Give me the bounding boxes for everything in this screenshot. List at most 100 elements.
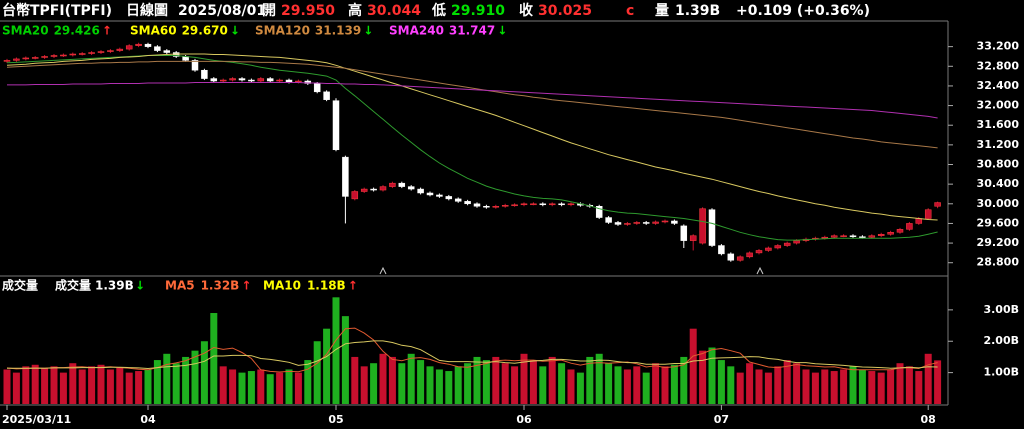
candle-body [107, 50, 114, 52]
volume-bar [464, 363, 472, 404]
volume-arrow: ↓ [135, 279, 145, 293]
volume-bar [830, 371, 838, 404]
volume-bar [548, 356, 556, 404]
legend-arrow: ↑ [102, 24, 112, 38]
candle-body [661, 220, 669, 223]
candle-body [868, 235, 876, 238]
candle-body [144, 43, 152, 47]
y-tick-label: 30.400 [977, 177, 1020, 190]
volume-bar [106, 369, 114, 404]
candle-body [454, 198, 462, 202]
candle-body [501, 205, 509, 207]
volume-bar [172, 363, 180, 404]
candle-body [840, 235, 847, 237]
candle-body [22, 57, 30, 60]
candle-body [370, 188, 377, 191]
legend-value: 31.747 [449, 24, 495, 38]
volume-bar [623, 369, 631, 404]
volume-bar [605, 363, 613, 404]
volume-bar [558, 363, 566, 404]
candle-body [689, 235, 697, 241]
legend-arrow: ↓ [497, 24, 507, 38]
volume-bar [31, 364, 39, 404]
volume-bar [210, 313, 218, 404]
x-tick-label: 2025/03/11 [2, 413, 71, 426]
candle-body [736, 256, 744, 261]
volume-bar [69, 363, 77, 404]
low-label: 低 [431, 2, 446, 19]
candle-body [88, 52, 95, 54]
candle-body [755, 250, 763, 254]
volume-bar [285, 369, 293, 404]
candle-body [821, 236, 829, 239]
candle-body [13, 58, 20, 61]
candle-body [238, 78, 246, 81]
candle-body [417, 188, 424, 194]
candle-body [78, 53, 86, 55]
volume-bar [182, 356, 190, 404]
volume-bar [41, 367, 49, 404]
volume-bar [905, 366, 913, 404]
candle-body [530, 203, 537, 206]
volume-bar [398, 363, 406, 404]
y-tick-label: 31.200 [977, 138, 1020, 151]
y-tick-label: 29.200 [977, 236, 1020, 249]
volume-bar [370, 363, 378, 404]
marker [379, 266, 387, 275]
volume-bar [144, 369, 152, 404]
y-tick-label: 33.200 [977, 40, 1020, 53]
candle-body [642, 222, 650, 224]
close-value: 30.025 [538, 3, 592, 19]
candle-body [605, 217, 612, 223]
close-flag: c [626, 3, 634, 19]
candle-body [652, 221, 659, 224]
volume-bar [426, 366, 434, 404]
ma-line [6, 55, 938, 241]
volume-bar [529, 360, 537, 404]
volume-bar [22, 366, 30, 404]
ma-line [7, 340, 938, 370]
y-tick-label: 29.600 [977, 216, 1020, 229]
candle-body [50, 55, 58, 57]
candle-body [135, 43, 142, 46]
volume-label: 量 [655, 3, 669, 19]
candle-body [849, 235, 857, 237]
volume-bar [868, 371, 876, 404]
candle-body [614, 222, 622, 225]
legend-arrow: ↓ [363, 24, 373, 38]
volume-bar [746, 363, 754, 404]
candle-body [276, 79, 283, 82]
candle-body [915, 218, 923, 224]
legend-value: 31.139 [315, 24, 361, 38]
candle-body [624, 223, 631, 225]
x-tick-label: 04 [140, 413, 156, 426]
volume-bar [689, 328, 697, 404]
candle-body [483, 205, 490, 208]
volume-bar [840, 369, 848, 404]
open-value: 29.950 [281, 3, 335, 19]
candle-body [285, 79, 293, 83]
volume-bar [219, 366, 227, 404]
y-tick-label: 3.00B [983, 303, 1019, 316]
volume-bar [661, 366, 669, 404]
candle-body [323, 91, 330, 100]
open-label: 開 [262, 3, 276, 19]
volume-bar [887, 369, 895, 404]
volume-bar [492, 356, 500, 404]
header: 台幣TPFI(TPFI) 日線圖 2025/08/01 開 29.950 高 3… [2, 2, 870, 19]
volume-bar [539, 366, 547, 404]
ma-line [6, 60, 938, 149]
high-label: 高 [348, 2, 362, 19]
volume-bar [445, 371, 453, 404]
candle-body [360, 188, 368, 192]
candle-body [746, 252, 753, 258]
candle-body [680, 225, 688, 241]
candle-body [389, 182, 396, 187]
candle-body [125, 45, 133, 50]
high-value: 30.044 [367, 3, 421, 19]
y-tick-label: 28.800 [977, 256, 1020, 269]
volume-bar [229, 369, 237, 404]
volume-bar [680, 356, 688, 404]
volume-bar [934, 360, 942, 404]
